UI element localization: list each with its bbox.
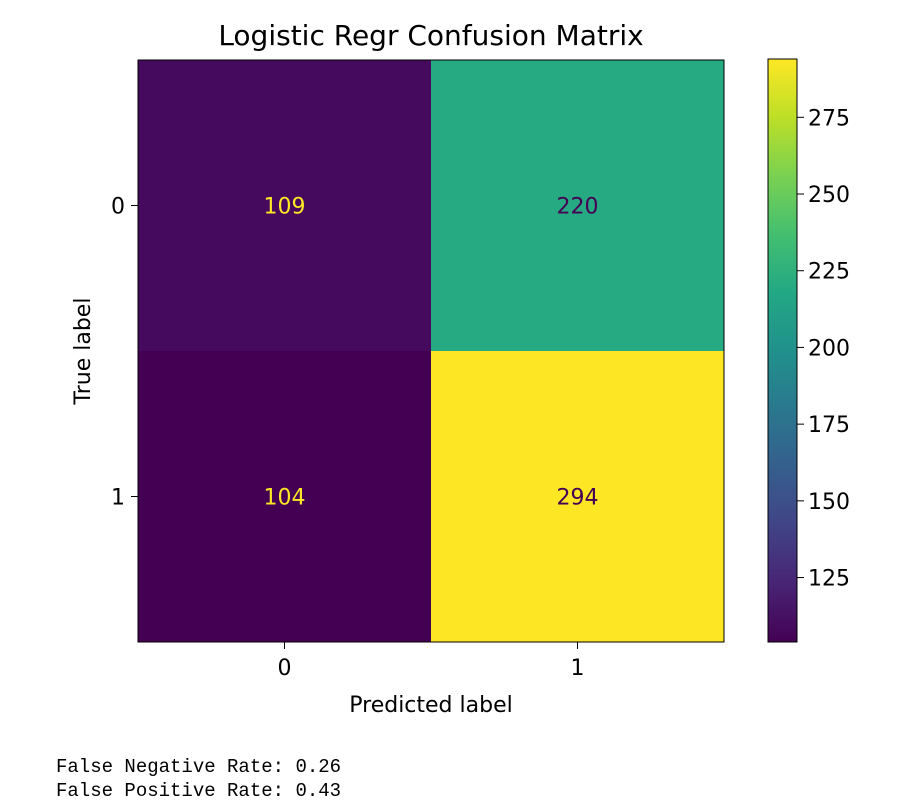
x-tick-label: 0 xyxy=(278,656,292,681)
y-axis-label: True label xyxy=(71,298,96,406)
colorbar-tick-label: 175 xyxy=(808,413,850,438)
colorbar-tick-label: 250 xyxy=(808,183,850,208)
confusion-matrix-chart: Logistic Regr Confusion Matrix 109 220 104… xyxy=(71,19,850,718)
cell-value-label: 109 xyxy=(264,195,306,220)
false-positive-rate-text: False Positive Rate: 0.43 xyxy=(56,780,342,802)
matrix-cell xyxy=(138,351,431,642)
y-tick-label: 0 xyxy=(111,195,125,220)
matrix-frame xyxy=(137,59,725,643)
y-tick-label: 1 xyxy=(111,486,125,511)
colorbar-tick-label: 200 xyxy=(808,336,850,361)
matrix-cell xyxy=(431,60,724,351)
cell-value-label: 294 xyxy=(557,486,599,511)
chart-title: Logistic Regr Confusion Matrix xyxy=(218,19,643,52)
colorbar-tick-label: 150 xyxy=(808,490,850,515)
y-axis: 01 xyxy=(111,195,138,511)
x-axis-label: Predicted label xyxy=(349,693,512,718)
cell-value-label: 104 xyxy=(264,486,306,511)
colorbar-tick-label: 275 xyxy=(808,106,850,131)
cell-value-label: 220 xyxy=(557,195,599,220)
matrix-cell xyxy=(138,60,431,351)
matrix-cells xyxy=(138,60,724,642)
colorbar xyxy=(767,58,798,643)
false-negative-rate-text: False Negative Rate: 0.26 xyxy=(56,756,342,778)
x-tick-label: 1 xyxy=(571,656,585,681)
colorbar-tick-label: 125 xyxy=(808,567,850,592)
matrix-cell xyxy=(431,351,724,642)
colorbar-ticks: 125 150 175 200 225 250 275 xyxy=(797,106,850,592)
colorbar-tick-label: 225 xyxy=(808,260,850,285)
matrix-cell-labels: 109 220 104 294 xyxy=(264,195,599,511)
